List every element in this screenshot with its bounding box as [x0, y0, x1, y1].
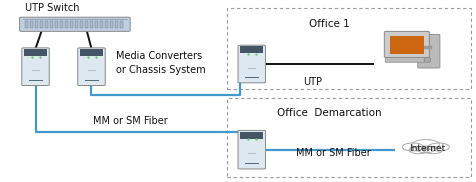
- Text: Internet: Internet: [408, 144, 444, 153]
- FancyBboxPatch shape: [110, 21, 113, 28]
- FancyBboxPatch shape: [90, 21, 93, 28]
- FancyBboxPatch shape: [60, 21, 63, 28]
- FancyBboxPatch shape: [385, 58, 424, 62]
- Circle shape: [411, 140, 438, 150]
- FancyBboxPatch shape: [238, 130, 265, 169]
- FancyBboxPatch shape: [417, 34, 439, 68]
- FancyBboxPatch shape: [45, 21, 48, 28]
- FancyBboxPatch shape: [95, 21, 98, 28]
- FancyBboxPatch shape: [65, 21, 68, 28]
- FancyBboxPatch shape: [69, 21, 73, 28]
- Text: Media Converters
or Chassis System: Media Converters or Chassis System: [116, 51, 205, 75]
- FancyBboxPatch shape: [22, 48, 49, 86]
- FancyBboxPatch shape: [75, 21, 78, 28]
- FancyBboxPatch shape: [20, 17, 130, 31]
- FancyBboxPatch shape: [25, 21, 28, 28]
- Circle shape: [422, 147, 442, 154]
- FancyBboxPatch shape: [240, 46, 263, 53]
- FancyBboxPatch shape: [80, 49, 103, 56]
- Text: MM or SM Fiber: MM or SM Fiber: [93, 116, 168, 126]
- Circle shape: [427, 143, 448, 151]
- Circle shape: [416, 146, 434, 153]
- FancyBboxPatch shape: [120, 21, 123, 28]
- FancyBboxPatch shape: [80, 21, 83, 28]
- FancyBboxPatch shape: [100, 21, 103, 28]
- FancyBboxPatch shape: [55, 21, 58, 28]
- Text: UTP: UTP: [302, 77, 321, 87]
- FancyBboxPatch shape: [40, 21, 43, 28]
- Circle shape: [408, 147, 427, 154]
- FancyBboxPatch shape: [384, 31, 428, 58]
- FancyBboxPatch shape: [115, 21, 118, 28]
- FancyBboxPatch shape: [424, 58, 429, 62]
- FancyBboxPatch shape: [35, 21, 38, 28]
- FancyBboxPatch shape: [421, 46, 431, 49]
- FancyBboxPatch shape: [78, 48, 105, 86]
- FancyBboxPatch shape: [238, 45, 265, 83]
- Text: MM or SM Fiber: MM or SM Fiber: [295, 148, 370, 158]
- Circle shape: [401, 143, 423, 151]
- Text: Office  Demarcation: Office Demarcation: [277, 108, 381, 118]
- FancyBboxPatch shape: [30, 21, 33, 28]
- FancyBboxPatch shape: [240, 132, 263, 139]
- FancyBboxPatch shape: [85, 21, 88, 28]
- FancyBboxPatch shape: [389, 36, 423, 54]
- FancyBboxPatch shape: [105, 21, 108, 28]
- FancyBboxPatch shape: [24, 49, 47, 56]
- Text: UTP Switch: UTP Switch: [25, 3, 79, 13]
- Text: Office 1: Office 1: [308, 19, 349, 29]
- FancyBboxPatch shape: [50, 21, 53, 28]
